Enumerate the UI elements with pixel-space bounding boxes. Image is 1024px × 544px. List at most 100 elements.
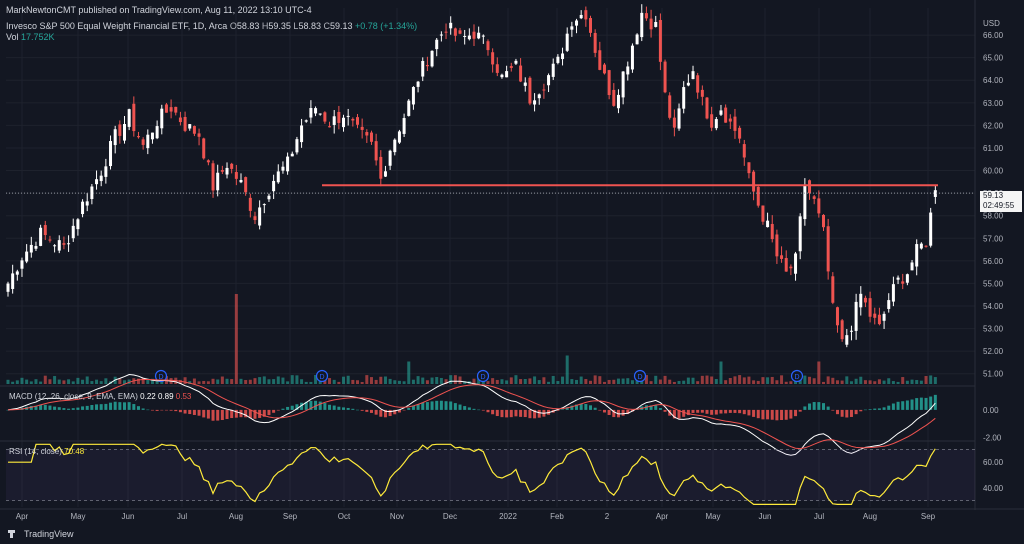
volume-bar [379, 376, 383, 384]
price-tick-label: 61.00 [983, 144, 1004, 153]
candle-body [472, 31, 476, 39]
volume-bar [668, 379, 672, 384]
candle-body [822, 214, 825, 228]
macd-histogram-bar [514, 409, 518, 417]
candle-body [76, 219, 80, 230]
price-tick-label: 65.00 [983, 54, 1004, 63]
volume-bar [840, 380, 844, 384]
time-tick-label: Dec [443, 512, 457, 521]
candle-body [85, 201, 89, 206]
volume-bar [901, 377, 905, 384]
macd-histogram-bar [132, 404, 136, 410]
dividend-marker-label: D [319, 374, 324, 381]
volume-bar [523, 378, 527, 384]
volume-bar [146, 378, 150, 384]
candle-body [705, 97, 709, 119]
volume-bar [575, 379, 579, 384]
dividend-marker[interactable]: D [633, 369, 647, 383]
candle-body [826, 226, 830, 272]
macd-histogram-bar [812, 402, 816, 410]
candle-body [234, 172, 238, 179]
macd-histogram-bar [388, 409, 392, 417]
candle-body [425, 64, 429, 67]
candle-body [211, 163, 215, 191]
dividend-marker[interactable]: D [154, 369, 168, 383]
volume-bar [868, 380, 872, 384]
macd-histogram-bar [593, 407, 597, 410]
candle-body [402, 118, 406, 134]
macd-histogram-bar [397, 409, 401, 413]
macd-histogram-bar [495, 409, 499, 417]
volume-bar [822, 381, 825, 384]
candle-body [523, 82, 527, 86]
tradingview-brand[interactable]: TradingView [8, 529, 74, 539]
volume-bar [342, 376, 346, 384]
macd-histogram-bar [225, 409, 229, 419]
macd-histogram-bar [854, 409, 858, 415]
volume-bar [248, 379, 252, 384]
volume-bar [677, 380, 681, 384]
dividend-marker[interactable]: D [790, 369, 804, 383]
volume-bar [430, 377, 434, 384]
close-value: 59.13 [329, 21, 353, 31]
volume-bar [696, 381, 700, 384]
volume-bar [286, 381, 290, 384]
candle-body [891, 284, 895, 302]
volume-bar [491, 378, 495, 384]
macd-histogram-bar [677, 409, 681, 419]
volume-bar [369, 377, 373, 384]
candle-body [626, 66, 630, 75]
volume-bar [849, 381, 853, 384]
high-value: 59.35 [268, 21, 291, 31]
macd-histogram-bar [663, 409, 667, 412]
dividend-marker[interactable]: D [315, 369, 329, 383]
macd-histogram-bar [579, 403, 583, 410]
macd-histogram-bar [458, 404, 462, 410]
volume-bar [910, 379, 914, 384]
candle-body [239, 179, 243, 183]
candle-body [383, 171, 387, 177]
time-axis[interactable]: Apr May Jun Jul Aug Sep Oct Nov Dec 2022 Feb 2 Apr Ma… [16, 512, 936, 521]
volume-bar [789, 381, 793, 384]
macd-histogram-bar [304, 401, 308, 410]
volume-bar [188, 381, 192, 384]
macd-histogram-bar [696, 409, 700, 413]
candle-body [873, 313, 877, 318]
candle-body [146, 134, 150, 149]
rsi-pane [6, 443, 975, 505]
macd-histogram-bar [188, 409, 192, 415]
volume-bar [602, 381, 606, 384]
candle-body [616, 94, 620, 109]
macd-histogram-bar [230, 409, 234, 419]
volume-bar [658, 379, 662, 384]
volume-bar [290, 375, 294, 384]
volume-bar [281, 377, 285, 384]
macd-histogram-bar [891, 403, 895, 410]
volume-bar [458, 376, 462, 384]
candle-body [206, 160, 210, 163]
candle-body [849, 330, 853, 332]
price-axis[interactable]: USD 66.00 65.00 64.00 63.00 62.00 61.00 60.00 59… [983, 19, 1004, 493]
candle-body [635, 34, 639, 45]
candle-body [658, 19, 662, 62]
time-tick-label: Oct [338, 512, 351, 521]
dividend-marker[interactable]: D [476, 369, 490, 383]
macd-histogram-bar [444, 401, 448, 410]
volume-value: 17.752K [21, 32, 55, 42]
last-price: 59.13 [983, 191, 1004, 200]
volume-bar [258, 377, 262, 384]
volume-bar [155, 381, 159, 384]
volume-bar [882, 380, 886, 384]
candle-body [593, 32, 597, 53]
macd-histogram-bar [719, 409, 723, 414]
volume-bar [11, 381, 15, 384]
volume-bar [360, 381, 364, 384]
macd-histogram-bar [537, 409, 541, 418]
volume-bar [234, 294, 238, 384]
macd-histogram-bar [794, 409, 798, 417]
candle-body [169, 107, 173, 112]
volume-bar [621, 378, 625, 384]
volume-bar [435, 377, 439, 384]
